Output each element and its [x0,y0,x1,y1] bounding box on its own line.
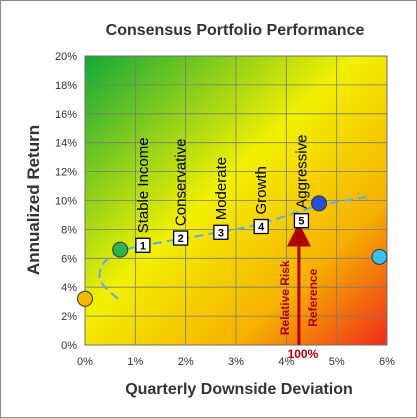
portfolio-label: Stable Income [135,137,152,233]
y-tick-label: 4% [61,282,77,294]
portfolio-number: 1 [140,240,146,252]
reference-label-line1: Relative Risk [278,260,292,335]
grid [85,56,387,345]
x-tick-label: 1% [127,356,143,368]
x-tick-label: 0% [77,356,93,368]
portfolio-box [172,230,189,246]
y-tick-label: 20% [55,51,77,63]
reference-point [371,248,388,265]
reference-point [77,290,93,307]
y-tick-label: 6% [61,253,77,265]
x-tick-label: 6% [379,356,395,368]
y-tick-label: 18% [55,80,77,92]
x-tick-labels: 0% 1% 2% 3% 4% 5% 6% [77,356,395,368]
relative-risk-reference: Relative Risk Reference 100% [278,222,320,361]
portfolio-label: Aggressive [293,135,310,209]
reference-value: 100% [288,347,319,361]
portfolio-box [253,218,269,235]
portfolio-label: Conservative [173,139,190,227]
portfolio-label: Growth [253,166,270,214]
y-tick-label: 10% [55,196,77,208]
frontier-curve [98,195,373,300]
x-tick-label: 4% [278,356,294,368]
y-tick-label: 16% [55,109,77,121]
y-tick-label: 2% [61,311,77,323]
reference-point [311,195,328,212]
portfolio-label: Moderate [213,157,230,220]
x-tick-label: 3% [228,356,244,368]
portfolio-box [293,213,310,229]
portfolio-number: 4 [258,222,265,234]
x-tick-label: 5% [329,356,345,368]
x-tick-label: 2% [178,356,194,368]
portfolio-box [135,237,151,253]
y-tick-label: 14% [55,138,77,150]
y-tick-label: 12% [55,167,77,179]
portfolio-markers: 1 Stable Income 2 Conservative 3 Moderate 4 Gro… [135,135,310,253]
reference-points [77,195,388,307]
portfolio-number: 3 [218,227,224,239]
y-tick-label: 8% [61,224,77,236]
portfolio-box [213,224,229,240]
portfolio-number: 5 [298,216,304,228]
x-axis-title: Quarterly Downside Deviation [125,381,353,398]
reference-label-line2: Reference [306,268,320,326]
y-tick-label: 0% [61,340,77,352]
reference-point [112,241,129,258]
y-axis-title: Annualized Return [24,125,43,275]
chart-title: Consensus Portfolio Performance [106,22,365,39]
y-tick-labels: 0% 2% 4% 6% 8% 10% 12% 14% 16% 18% 20% [55,51,77,352]
portfolio-number: 2 [178,233,184,245]
